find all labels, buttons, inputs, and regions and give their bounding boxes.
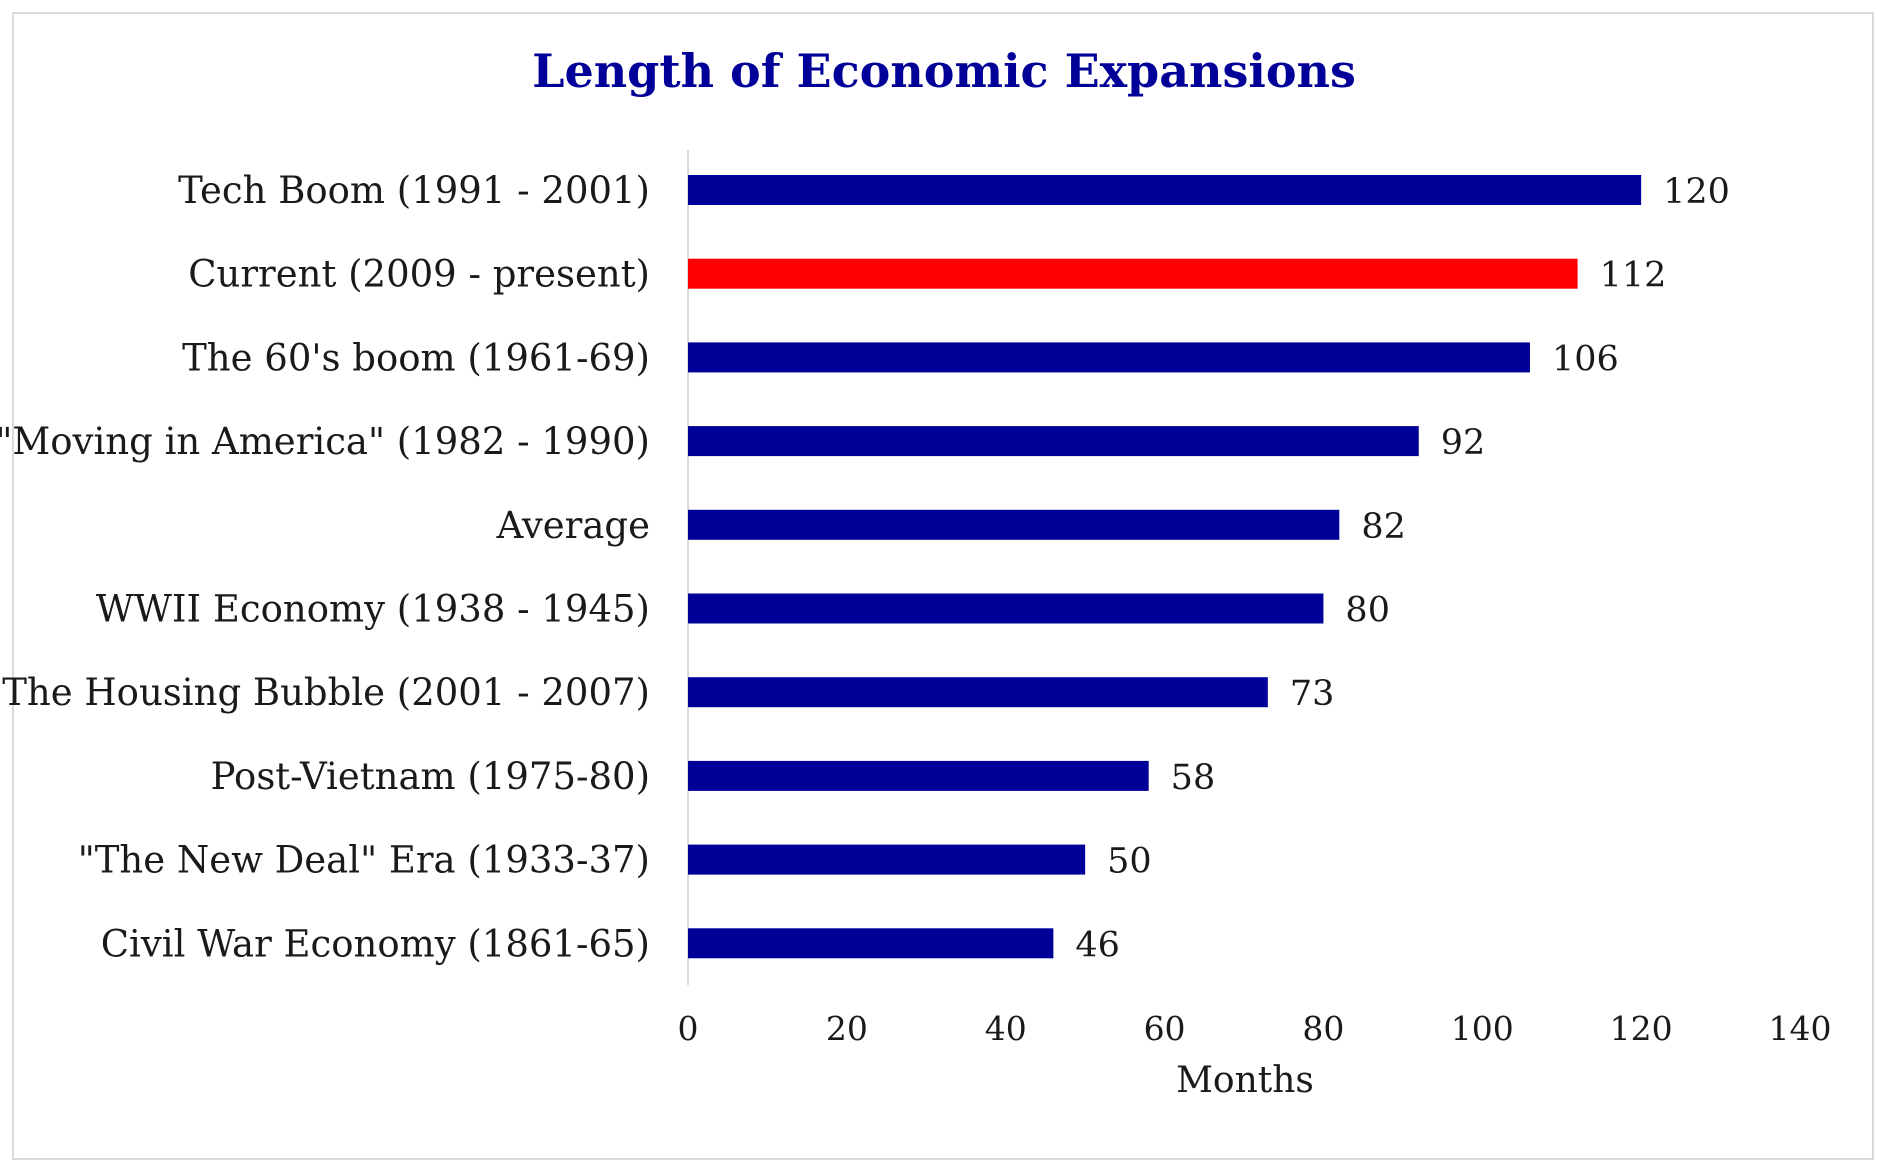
bar [688,593,1324,624]
x-axis-title: Months [1176,1060,1314,1101]
x-tick-label: 80 [1302,1009,1344,1048]
bar [688,928,1054,959]
x-tick-label: 100 [1451,1009,1514,1048]
x-tick-labels: 0 20 40 60 80 100 120 140 [678,1009,1832,1048]
category-label: "Moving in America" (1982 - 1990) [0,420,650,463]
x-tick-label: 60 [1144,1009,1186,1048]
category-label: The Housing Bubble (2001 - 2007) [2,671,650,714]
chart-title: Length of Economic Expansions [532,44,1356,98]
data-label: 80 [1345,591,1390,631]
bar [688,426,1419,457]
data-label: 73 [1290,674,1335,714]
bar [688,175,1642,205]
bar [688,677,1268,708]
data-label: 120 [1663,172,1730,212]
category-label: Current (2009 - present) [188,253,650,296]
x-tick-label: 20 [826,1009,868,1048]
x-tick-label: 140 [1769,1009,1832,1048]
data-label: 58 [1171,758,1216,798]
data-label: 106 [1552,339,1619,379]
bar [688,760,1149,791]
category-label: "The New Deal" Era (1933-37) [78,839,650,882]
category-label: WWII Economy (1938 - 1945) [96,588,650,631]
x-tick-label: 120 [1610,1009,1673,1048]
data-label: 92 [1441,423,1486,463]
category-label: Average [496,504,650,547]
bars [688,175,1642,959]
bar [688,509,1340,540]
x-tick-label: 40 [985,1009,1027,1048]
x-tick-label: 0 [678,1009,699,1048]
category-label: Tech Boom (1991 - 2001) [178,169,650,212]
data-label: 46 [1075,925,1120,965]
bar [688,844,1086,875]
data-label: 82 [1361,507,1406,547]
bar [688,258,1578,289]
category-label: Civil War Economy (1861-65) [101,922,650,965]
category-labels: Tech Boom (1991 - 2001) Current (2009 - p… [0,169,650,965]
category-label: The 60's boom (1961-69) [182,336,650,379]
bar [688,342,1530,373]
data-label: 50 [1107,842,1152,882]
value-labels: 120 112 106 92 82 80 73 58 50 46 [1075,172,1730,965]
category-label: Post-Vietnam (1975-80) [211,755,650,798]
data-label: 112 [1600,256,1667,296]
